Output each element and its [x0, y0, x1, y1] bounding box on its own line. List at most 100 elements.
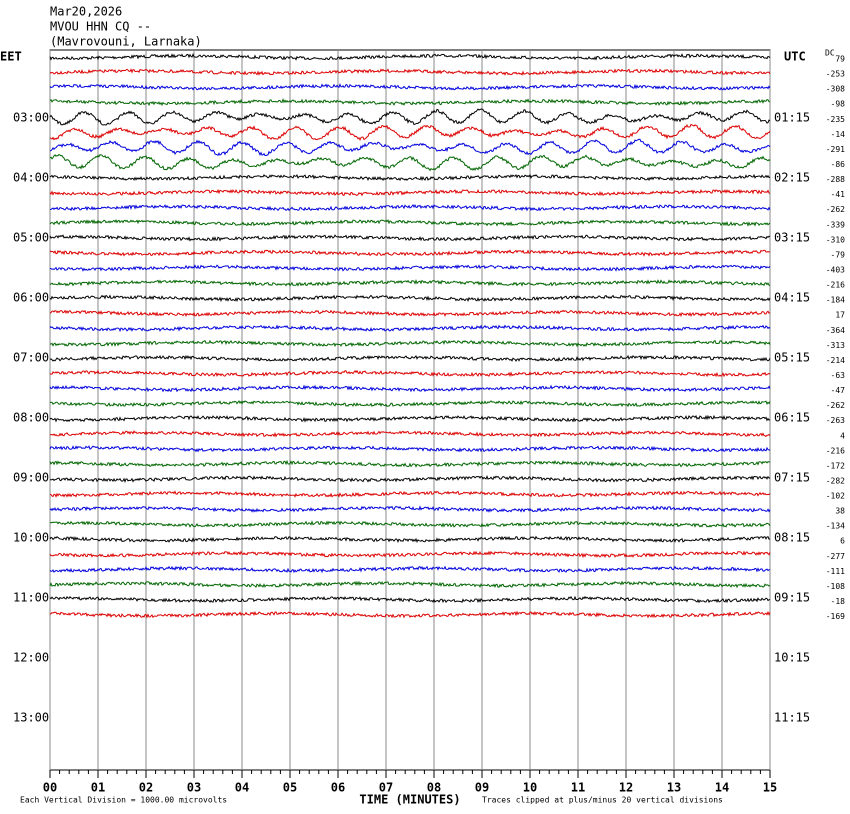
right-hour-label: 08:15 [774, 531, 810, 545]
trace [49, 580, 771, 589]
x-tick-label: 06 [331, 781, 345, 795]
trace [49, 475, 771, 484]
x-tick-label: 10 [523, 781, 537, 795]
trace [49, 354, 771, 362]
dc-offset: -403 [826, 265, 845, 274]
trace [49, 173, 771, 182]
left-hour-label: 07:00 [13, 351, 49, 365]
x-tick-label: 00 [43, 781, 57, 795]
trace [49, 400, 771, 408]
x-tick-label: 09 [475, 781, 489, 795]
right-hour-label: 01:15 [774, 111, 810, 125]
dc-offset: 38 [835, 507, 845, 516]
trace [49, 98, 770, 107]
trace [49, 234, 771, 242]
trace [49, 459, 771, 468]
trace [49, 610, 771, 619]
trace [50, 203, 771, 212]
dc-offset: 79 [835, 55, 845, 64]
trace [49, 309, 771, 318]
x-axis-label: TIME (MINUTES) [359, 793, 460, 807]
trace [49, 294, 771, 303]
x-tick-label: 12 [619, 781, 633, 795]
dc-offset: -86 [831, 160, 846, 169]
dc-offset: -14 [831, 130, 846, 139]
x-tick-label: 11 [571, 781, 585, 795]
dc-offset: -98 [831, 100, 846, 109]
dc-offset: -41 [831, 190, 846, 199]
trace [49, 278, 771, 287]
title-station: MVOU HHN CQ -- [50, 20, 151, 34]
trace [49, 249, 771, 257]
trace [49, 430, 771, 438]
trace [49, 535, 771, 544]
dc-offset: -108 [826, 582, 845, 591]
left-hour-label: 12:00 [13, 651, 49, 665]
right-hour-label: 02:15 [774, 171, 810, 185]
clip-note: Traces clipped at plus/minus 20 vertical… [482, 796, 723, 805]
plot-frame [49, 49, 771, 771]
x-tick-label: 15 [763, 781, 777, 795]
trace [49, 324, 771, 333]
trace [49, 490, 771, 498]
trace [49, 369, 771, 378]
right-hour-label: 06:15 [774, 411, 810, 425]
right-zone: UTC [784, 50, 806, 64]
dc-offset: -262 [826, 401, 845, 410]
dc-offset: -47 [831, 386, 846, 395]
left-hour-label: 13:00 [13, 711, 49, 725]
x-tick-label: 07 [379, 781, 393, 795]
dc-offset: -134 [826, 522, 845, 531]
trace [49, 153, 771, 172]
dc-label: DC [825, 49, 835, 58]
dc-offset: -308 [826, 85, 845, 94]
trace [49, 595, 771, 604]
dc-offset: -282 [826, 476, 845, 485]
x-tick-label: 13 [667, 781, 681, 795]
dc-offset: -79 [831, 250, 846, 259]
left-hour-label: 11:00 [13, 591, 49, 605]
left-hour-label: 06:00 [13, 291, 49, 305]
trace [49, 68, 771, 76]
dc-offset: -291 [826, 145, 845, 154]
right-hour-label: 07:15 [774, 471, 810, 485]
right-hour-label: 05:15 [774, 351, 810, 365]
x-tick-label: 14 [715, 781, 729, 795]
trace [49, 339, 771, 348]
trace [49, 188, 771, 197]
trace [49, 83, 771, 91]
left-zone: EET [0, 50, 22, 64]
left-hour-label: 03:00 [13, 111, 49, 125]
dc-offset: -216 [826, 281, 845, 290]
dc-offset: -172 [826, 461, 845, 470]
dc-offset: -313 [826, 341, 845, 350]
left-hour-label: 05:00 [13, 231, 49, 245]
dc-offset: -339 [826, 220, 845, 229]
dc-offset: 4 [840, 431, 845, 440]
dc-offset: -235 [826, 115, 845, 124]
right-hour-label: 04:15 [774, 291, 810, 305]
dc-offset: -288 [826, 175, 845, 184]
x-tick-label: 08 [427, 781, 441, 795]
dc-offset: -184 [826, 296, 845, 305]
title-location: (Mavrovouni, Larnaka) [50, 35, 202, 49]
x-tick-label: 03 [187, 781, 201, 795]
title-date: Mar20,2026 [50, 5, 122, 19]
x-tick-label: 04 [235, 781, 249, 795]
dc-offset: -277 [826, 552, 845, 561]
dc-offset: -310 [826, 235, 845, 244]
trace [49, 520, 771, 528]
dc-offset: -214 [826, 356, 845, 365]
dc-offset: -253 [826, 70, 845, 79]
trace [49, 505, 771, 513]
trace [49, 565, 770, 574]
trace [49, 53, 771, 61]
dc-offset: -169 [826, 612, 845, 621]
right-hour-label: 03:15 [774, 231, 810, 245]
dc-offset: -216 [826, 446, 845, 455]
trace [49, 108, 771, 126]
x-tick-label: 05 [283, 781, 297, 795]
scale-note: Each Vertical Division = 1000.00 microvo… [20, 796, 227, 805]
left-hour-label: 08:00 [13, 411, 49, 425]
